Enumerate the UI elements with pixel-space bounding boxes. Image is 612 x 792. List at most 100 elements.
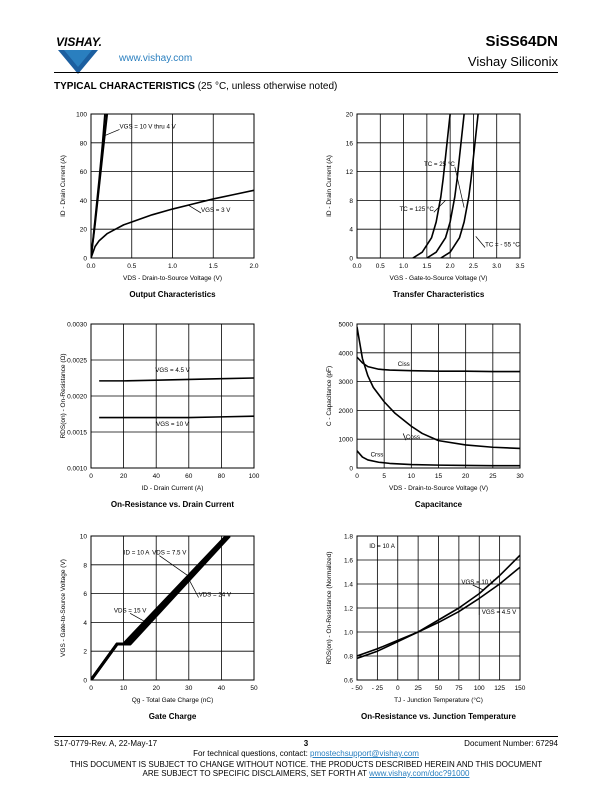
annotation-label: VDS = 7.5 V [152, 550, 187, 557]
doc-revision: S17-0779-Rev. A, 22-May-17 [54, 739, 158, 748]
y-tick-label: 2 [83, 649, 87, 656]
annotation-label: TC = 25 °C [424, 161, 455, 168]
plot-frame [90, 535, 255, 681]
series-line [91, 536, 231, 680]
support-email-link[interactable]: pmostechsupport@vishay.com [310, 749, 419, 758]
x-tick-label: 30 [516, 473, 524, 480]
plot-frame [90, 113, 255, 259]
x-tick-label: 5 [382, 473, 386, 480]
part-number: SiSS64DN [485, 33, 558, 50]
y-tick-label: 0.0020 [67, 394, 87, 401]
annotation-label: VGS = 3 V [201, 207, 231, 214]
plot-frame [90, 323, 255, 469]
y-axis-label: ID - Drain Current (A) [326, 155, 333, 217]
y-tick-label: 3000 [339, 379, 354, 386]
x-tick-label: 20 [462, 473, 470, 480]
y-tick-label: 8 [349, 198, 353, 205]
chart-title: Transfer Characteristics [393, 290, 485, 299]
series-line [357, 450, 520, 467]
x-axis-label: TJ - Junction Temperature (°C) [394, 696, 483, 704]
x-tick-label: 25 [489, 473, 497, 480]
x-tick-label: 2.5 [469, 263, 478, 270]
x-tick-label: 50 [250, 685, 258, 692]
y-axis-label: C - Capacitance (pF) [326, 366, 333, 426]
x-tick-label: 40 [218, 685, 226, 692]
x-tick-label: 1.5 [209, 263, 218, 270]
section-heading: TYPICAL CHARACTERISTICS (25 °C, unless o… [54, 81, 337, 92]
y-axis-label: ID - Drain Current (A) [60, 155, 67, 217]
x-tick-label: 50 [435, 685, 443, 692]
questions-text: For technical questions, contact: [193, 749, 308, 758]
chart-title: On-Resistance vs. Drain Current [111, 500, 234, 509]
series-line [412, 114, 451, 258]
plot-frame [356, 535, 521, 681]
chart-title: Gate Charge [149, 712, 197, 721]
x-tick-label: 10 [120, 685, 128, 692]
x-tick-label: 125 [494, 685, 505, 692]
chart-capacitance: 0 5 10 15 20 25 30 0 1000 2000 3000 4000 5000 Ciss Cos… [326, 322, 524, 510]
x-tick-label: 75 [455, 685, 463, 692]
x-tick-label: 0.0 [352, 263, 361, 270]
y-tick-label: 4000 [339, 350, 354, 357]
annotation-label: TC = 125 °C [400, 206, 435, 213]
annotation-label: VGS = 4.5 V [482, 609, 517, 616]
chart-output-characteristics: 0.0 0.5 1.0 1.5 2.0 0 20 40 60 80 100 VGS = 10 V th… [60, 112, 259, 300]
x-tick-label: 2.0 [446, 263, 455, 270]
y-tick-label: 0.0025 [67, 358, 87, 365]
x-tick-label: 0 [396, 685, 400, 692]
x-axis-label: VGS - Gate-to-Source Voltage (V) [390, 275, 488, 282]
chart-gate-charge: 0 10 20 30 40 50 0 2 4 6 8 10 ID = 10 A VDS = 7.5 V VD… [60, 534, 258, 722]
y-tick-label: 1.0 [344, 630, 353, 637]
series-line [426, 114, 465, 258]
x-tick-label: 0 [355, 473, 359, 480]
annotation-arrow [188, 579, 199, 598]
y-tick-label: 1000 [339, 437, 354, 444]
y-tick-label: 40 [80, 198, 88, 205]
notice-text-2: ARE SUBJECT TO SPECIFIC DISCLAIMERS, SET… [142, 769, 367, 778]
annotation-label: VGS = 10 V [156, 421, 190, 428]
plot-frame [356, 113, 521, 259]
annotation-arrow [129, 613, 147, 623]
chart-title: On-Resistance vs. Junction Temperature [361, 712, 517, 721]
document-number: Document Number: 67294 [464, 739, 558, 748]
annotation-label: Crss [371, 451, 384, 458]
x-tick-label: 3.5 [515, 263, 524, 270]
x-tick-label: 0.5 [127, 263, 136, 270]
y-tick-label: 0 [83, 678, 87, 685]
series-line [91, 189, 254, 258]
y-tick-label: 1.2 [344, 606, 353, 613]
series-line [440, 114, 479, 258]
y-tick-label: 20 [346, 112, 354, 119]
y-tick-label: 0.0030 [67, 322, 87, 329]
y-tick-label: 10 [80, 534, 88, 541]
x-tick-label: - 25 [372, 685, 384, 692]
x-tick-label: 3.0 [492, 263, 501, 270]
annotation-label: VGS = 4.5 V [155, 367, 190, 374]
footer-rule [54, 736, 558, 737]
x-tick-label: 150 [515, 685, 526, 692]
x-tick-label: 15 [435, 473, 443, 480]
chart-on-resistance-vs-temperature: - 50 - 25 0 25 50 75 100 125 150 0.6 0.8 1.0 1.2 1.4 1… [326, 534, 526, 722]
y-tick-label: 1.6 [344, 558, 353, 565]
chart-title: Capacitance [415, 500, 463, 509]
notice-line-2: ARE SUBJECT TO SPECIFIC DISCLAIMERS, SET… [0, 769, 612, 778]
company-name: Vishay Siliconix [467, 54, 558, 69]
y-axis-label: RDS(on) - On-Resistance (Ω) [60, 353, 67, 438]
disclaimer-link[interactable]: www.vishay.com/doc?91000 [369, 769, 470, 778]
vishay-logo: VISHAY. [56, 35, 102, 74]
annotation-arrow [402, 433, 407, 441]
series-line [91, 536, 228, 680]
x-tick-label: 1.5 [422, 263, 431, 270]
series-line [357, 566, 520, 657]
x-tick-label: 2.0 [249, 263, 258, 270]
page-number: 3 [303, 739, 309, 748]
y-axis-label: RDS(on) - On-Resistance (Normalized) [326, 551, 333, 664]
y-tick-label: 4 [349, 227, 353, 234]
header-url[interactable]: www.vishay.com [119, 53, 193, 64]
annotation-label: VGS = 10 V thru 4 V [120, 123, 177, 130]
section-condition: (25 °C, unless otherwise noted) [197, 81, 338, 92]
annotation-arrow [475, 236, 486, 248]
series-line [91, 114, 106, 258]
annotation-label: VGS = 10 V [461, 579, 495, 586]
y-tick-label: 4 [83, 620, 87, 627]
